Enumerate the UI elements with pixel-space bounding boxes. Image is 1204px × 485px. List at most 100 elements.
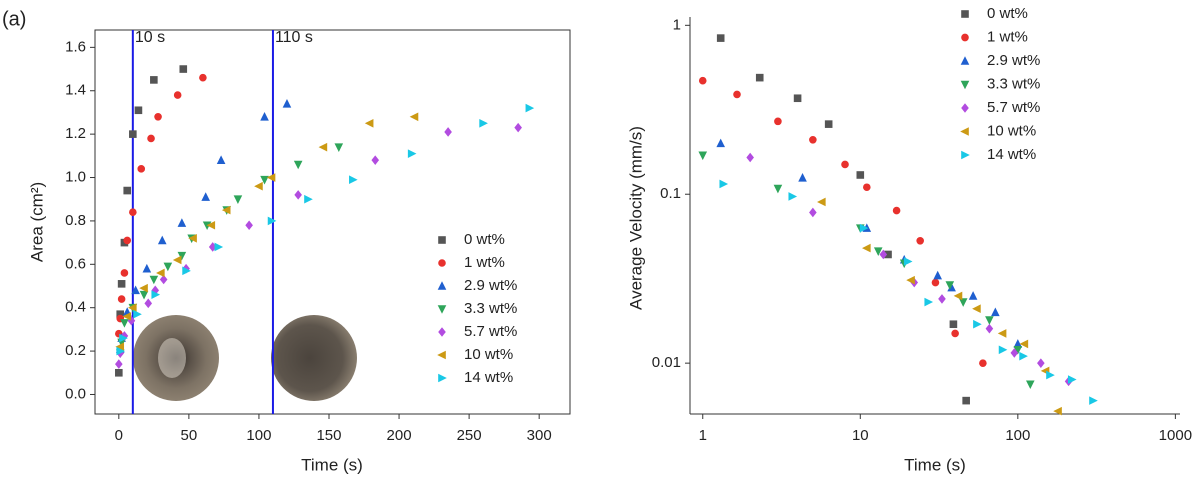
data-point xyxy=(117,295,126,303)
legend-marker xyxy=(438,373,447,383)
data-point xyxy=(998,345,1008,355)
data-point xyxy=(444,127,452,137)
legend-label: 2.9 wt% xyxy=(987,52,1040,69)
data-point xyxy=(179,65,188,73)
legend-label: 0 wt% xyxy=(464,231,505,248)
data-point xyxy=(863,183,871,192)
data-point xyxy=(991,307,1000,317)
data-point xyxy=(349,175,358,184)
data-point xyxy=(1037,358,1045,368)
data-point xyxy=(182,266,191,276)
data-point xyxy=(873,247,883,256)
data-point xyxy=(233,195,243,205)
data-point xyxy=(115,359,123,369)
legend-label: 14 wt% xyxy=(464,369,513,386)
x-tick-label: 10 xyxy=(852,427,869,444)
data-point xyxy=(817,197,826,207)
x-axis-title: Time (s) xyxy=(904,455,966,474)
legend-label: 0 wt% xyxy=(987,5,1028,22)
data-point xyxy=(334,143,344,152)
data-point xyxy=(716,138,725,148)
data-point xyxy=(962,396,970,405)
x-tick-label: 250 xyxy=(457,427,482,444)
data-point xyxy=(892,206,901,215)
y-tick-label: 1.4 xyxy=(65,82,86,99)
data-point xyxy=(809,135,817,144)
data-point xyxy=(755,73,764,82)
data-point xyxy=(1019,339,1029,349)
data-point xyxy=(120,269,129,277)
data-point xyxy=(746,152,754,163)
legend-marker xyxy=(961,150,970,160)
legend-marker xyxy=(438,327,446,337)
data-point xyxy=(997,329,1007,338)
data-point xyxy=(318,142,328,152)
x-tick-label: 1 xyxy=(699,427,707,444)
data-point xyxy=(206,220,216,230)
data-point xyxy=(1089,396,1098,405)
data-point xyxy=(188,233,197,243)
legend-label: 3.3 wt% xyxy=(464,300,517,317)
data-point xyxy=(514,122,522,133)
data-point xyxy=(862,243,871,253)
data-point xyxy=(129,130,137,138)
y-tick-label: 0.8 xyxy=(65,212,86,229)
legend-marker xyxy=(438,236,446,244)
y-tick-label: 1.0 xyxy=(65,168,86,185)
data-point xyxy=(788,192,798,201)
x-tick-label: 200 xyxy=(387,427,412,444)
inset-photo xyxy=(271,315,357,401)
data-point xyxy=(157,235,167,245)
data-point xyxy=(208,242,217,252)
data-point xyxy=(719,179,729,189)
legend-label: 10 wt% xyxy=(464,346,513,363)
data-point xyxy=(409,112,419,122)
data-point xyxy=(968,291,978,300)
data-point xyxy=(951,329,959,338)
data-point xyxy=(841,160,849,169)
data-point xyxy=(123,186,132,195)
legend-marker xyxy=(960,127,969,136)
data-point xyxy=(202,221,212,231)
inset-photos xyxy=(133,315,357,401)
data-point xyxy=(958,298,968,307)
data-point xyxy=(266,173,276,182)
data-point xyxy=(924,297,934,307)
data-point xyxy=(856,171,865,179)
data-point xyxy=(972,304,981,314)
legend-marker xyxy=(437,350,446,360)
data-point xyxy=(798,173,807,182)
data-point xyxy=(177,251,187,261)
legend-marker xyxy=(960,56,970,65)
reference-label: 110 s xyxy=(275,29,313,46)
y-tick-label: 0.2 xyxy=(65,342,86,359)
data-point xyxy=(149,275,159,285)
data-point xyxy=(119,333,128,343)
y-axis-title: Area (cm²) xyxy=(27,182,46,262)
data-point xyxy=(945,281,955,290)
data-point xyxy=(947,282,956,292)
data-point xyxy=(245,220,253,231)
data-point xyxy=(115,368,123,377)
data-point xyxy=(1010,348,1019,358)
legend-label: 2.9 wt% xyxy=(464,277,517,294)
data-point xyxy=(199,73,207,82)
data-point xyxy=(137,165,146,173)
x-axis-title: Time (s) xyxy=(301,455,363,474)
data-point xyxy=(1053,406,1062,416)
data-point xyxy=(773,184,783,194)
data-point xyxy=(142,263,152,273)
data-point xyxy=(214,242,224,252)
data-point xyxy=(150,76,158,84)
data-point xyxy=(884,250,892,259)
data-point xyxy=(159,274,168,285)
legend-label: 5.7 wt% xyxy=(464,323,517,340)
data-point xyxy=(163,262,173,272)
data-point xyxy=(949,320,958,329)
data-point xyxy=(172,255,182,265)
data-point xyxy=(953,291,963,301)
data-point xyxy=(979,359,987,367)
x-tick-label: 300 xyxy=(527,427,552,444)
y-tick-label: 0.1 xyxy=(660,185,681,202)
data-point xyxy=(254,181,263,191)
